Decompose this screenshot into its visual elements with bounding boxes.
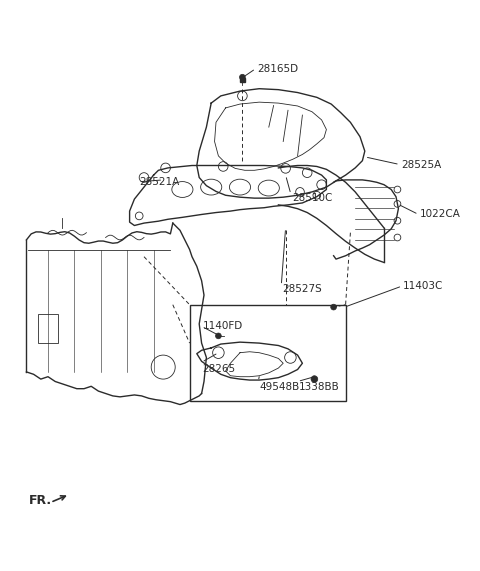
Text: 49548B: 49548B [259,382,300,392]
Text: 1140FD: 1140FD [203,321,243,331]
Circle shape [311,376,318,383]
Text: 28265: 28265 [203,364,236,375]
Bar [240,78,245,82]
Text: 1022CA: 1022CA [420,210,461,219]
Text: 28165D: 28165D [257,63,298,74]
Circle shape [240,74,245,80]
Bar [38,314,58,343]
Text: FR.: FR. [29,494,52,507]
Text: 28527S: 28527S [282,284,322,294]
Circle shape [216,333,221,339]
Text: 28525A: 28525A [401,159,441,170]
Circle shape [331,304,336,310]
Text: 28521A: 28521A [139,177,180,187]
Text: 28510C: 28510C [292,193,332,203]
Text: 1338BB: 1338BB [299,382,339,392]
Bar [190,305,346,401]
Text: 11403C: 11403C [403,281,444,291]
